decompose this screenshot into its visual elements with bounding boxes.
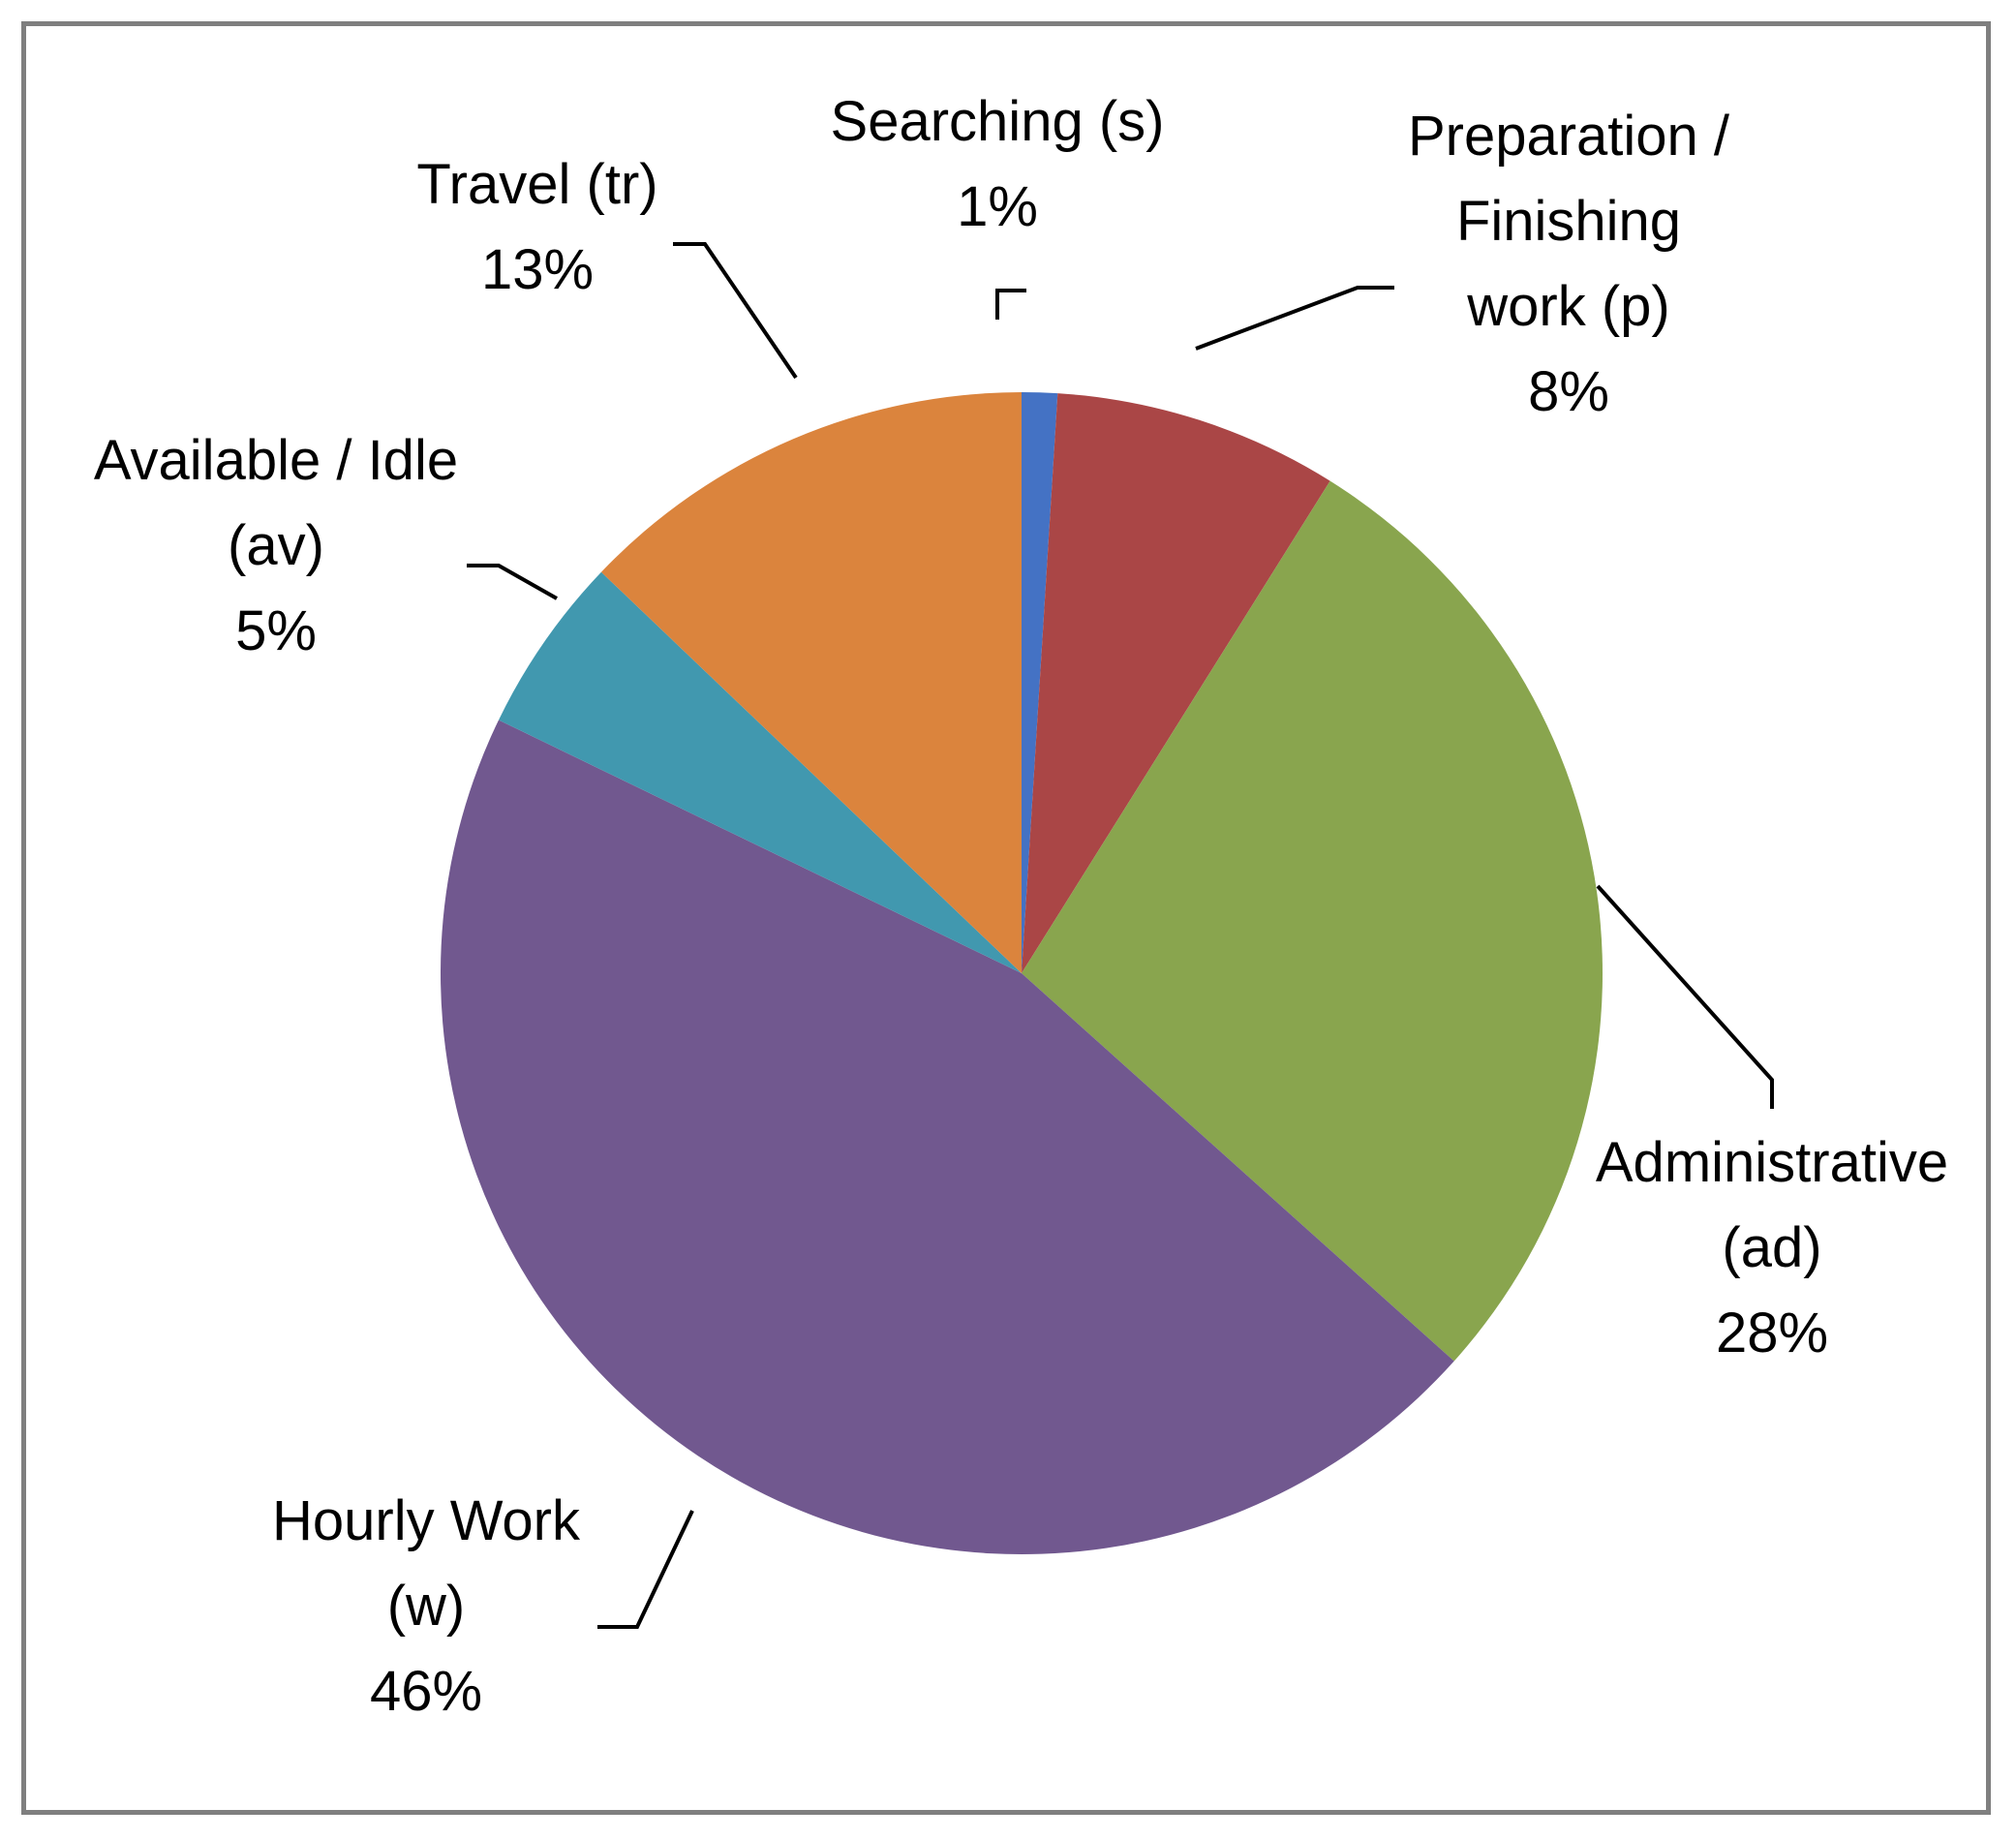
data-label-preparation-finishing-work-p: Preparation / Finishing work (p) 8% (1408, 105, 1730, 423)
pie-slice-preparation-finishing-work-p (1022, 393, 1330, 973)
leader-line-searching-s (995, 289, 1026, 320)
leader-lines (467, 242, 1774, 1629)
leader-line-preparation-finishing-work-p (1195, 286, 1394, 351)
data-label-text: Searching (s) (831, 90, 1165, 153)
data-label-percent: 8% (1528, 360, 1609, 423)
data-label-administrative-ad: Administrative (ad) 28% (1596, 1131, 1948, 1364)
data-label-percent: 5% (235, 599, 317, 662)
data-label-available-idle-av: Available / Idle (av) 5% (94, 429, 458, 662)
data-label-percent: 13% (481, 238, 594, 301)
leader-line-administrative-ad (1596, 884, 1774, 1109)
data-label-text: (w) (387, 1575, 466, 1638)
data-label-travel-tr: Travel (tr) 13% (416, 153, 657, 301)
data-label-searching-s: Searching (s) 1% (831, 90, 1165, 238)
pie-slice-searching-s (1022, 392, 1058, 973)
pie-slices (440, 392, 1604, 1555)
data-label-percent: 1% (957, 175, 1038, 238)
pie-slice-hourly-work-w (440, 720, 1454, 1555)
data-label-text: Travel (tr) (416, 153, 657, 216)
data-label-text: work (p) (1466, 275, 1669, 338)
pie-slice-available-idle-av (498, 571, 1022, 973)
data-label-text: (av) (228, 514, 324, 577)
data-label-text: Administrative (1596, 1131, 1948, 1194)
data-label-text: Hourly Work (272, 1489, 581, 1552)
leader-line-hourly-work-w (597, 1510, 694, 1629)
leader-line-travel-tr (673, 242, 798, 380)
data-label-text: Available / Idle (94, 429, 458, 492)
pie-slice-administrative-ad (1022, 480, 1604, 1362)
data-label-hourly-work-w: Hourly Work (w) 46% (272, 1489, 581, 1723)
data-label-text: Finishing (1456, 190, 1681, 253)
pie-slice-travel-tr (600, 392, 1022, 973)
data-label-text: Preparation / (1408, 105, 1730, 168)
slice-labels: Searching (s) 1% Preparation / Finishing wor… (94, 90, 1948, 1723)
data-label-percent: 28% (1716, 1302, 1828, 1364)
data-label-text: (ad) (1722, 1216, 1821, 1279)
leader-line-available-idle-av (467, 564, 558, 600)
data-label-percent: 46% (370, 1660, 482, 1723)
